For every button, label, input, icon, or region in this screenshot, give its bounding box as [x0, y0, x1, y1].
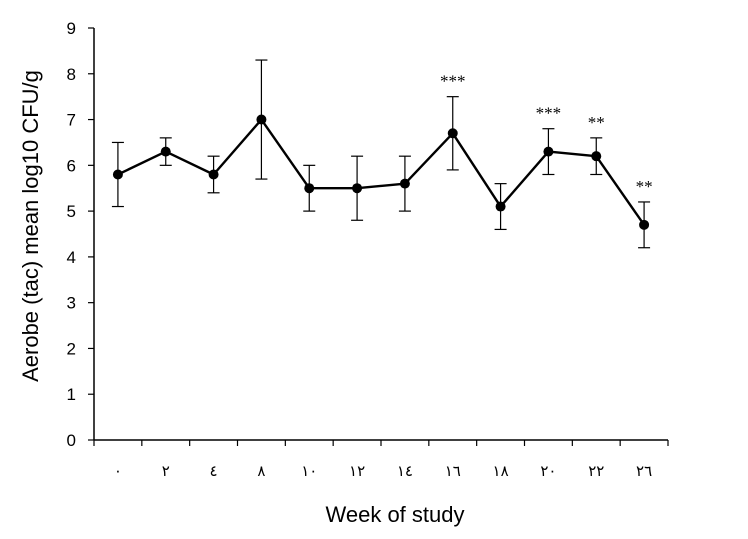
x-tick-label: ٨	[257, 462, 265, 480]
data-point	[639, 219, 650, 230]
data-point	[495, 201, 506, 212]
data-point	[447, 128, 458, 139]
data-point	[160, 146, 171, 157]
significance-annotations: ****** ****	[440, 72, 653, 196]
y-tick-label: 3	[67, 294, 76, 313]
error-bars	[111, 59, 651, 249]
y-tick-label: 0	[67, 431, 76, 450]
x-tick-label: ١٦	[445, 462, 461, 480]
y-tick-label: 8	[67, 65, 76, 84]
x-tick-label: ١٠	[301, 462, 317, 480]
significance-marker: ***	[536, 104, 562, 123]
data-point	[208, 169, 219, 180]
data-point	[591, 151, 602, 162]
significance-marker: ***	[440, 72, 466, 91]
data-point	[112, 169, 123, 180]
x-axis: ٠ ٢ ٤ ٨ ١٠ ١٢ ١٤ ١٦ ١٨ ٢٠ ٢٢ ٢٦	[93, 439, 669, 480]
y-tick-label: 4	[67, 248, 76, 267]
x-tick-label: ٢٦	[636, 462, 652, 480]
y-axis-title: Aerobe (tac) mean log10 CFU/g	[18, 70, 43, 382]
x-tick-label: ١٨	[493, 462, 509, 480]
significance-marker: **	[588, 113, 605, 132]
data-point	[399, 178, 410, 189]
x-tick-label: ١٤	[397, 462, 413, 480]
x-tick-label: ٢	[162, 462, 170, 480]
x-tick-label: ١٢	[349, 462, 365, 480]
series-polyline	[117, 118, 646, 226]
y-tick-label: 1	[67, 385, 76, 404]
y-axis: 0 1 2 3 4 5 6 7 8 9	[67, 19, 95, 450]
y-tick-label: 9	[67, 19, 76, 38]
significance-marker: **	[636, 177, 653, 196]
y-tick-label: 6	[67, 156, 76, 175]
y-tick-label: 5	[67, 202, 76, 221]
x-tick-label: ٢٠	[540, 462, 556, 480]
data-point	[304, 183, 315, 194]
x-tick-label: ٢٢	[588, 462, 604, 480]
x-axis-title: Week of study	[326, 502, 465, 527]
data-point	[352, 183, 363, 194]
y-tick-label: 2	[67, 339, 76, 358]
x-tick-label: ٠	[114, 462, 122, 480]
series-line	[112, 114, 650, 230]
data-point	[543, 146, 554, 157]
y-tick-label: 7	[67, 111, 76, 130]
data-point	[256, 114, 267, 125]
x-tick-label: ٤	[210, 462, 218, 480]
